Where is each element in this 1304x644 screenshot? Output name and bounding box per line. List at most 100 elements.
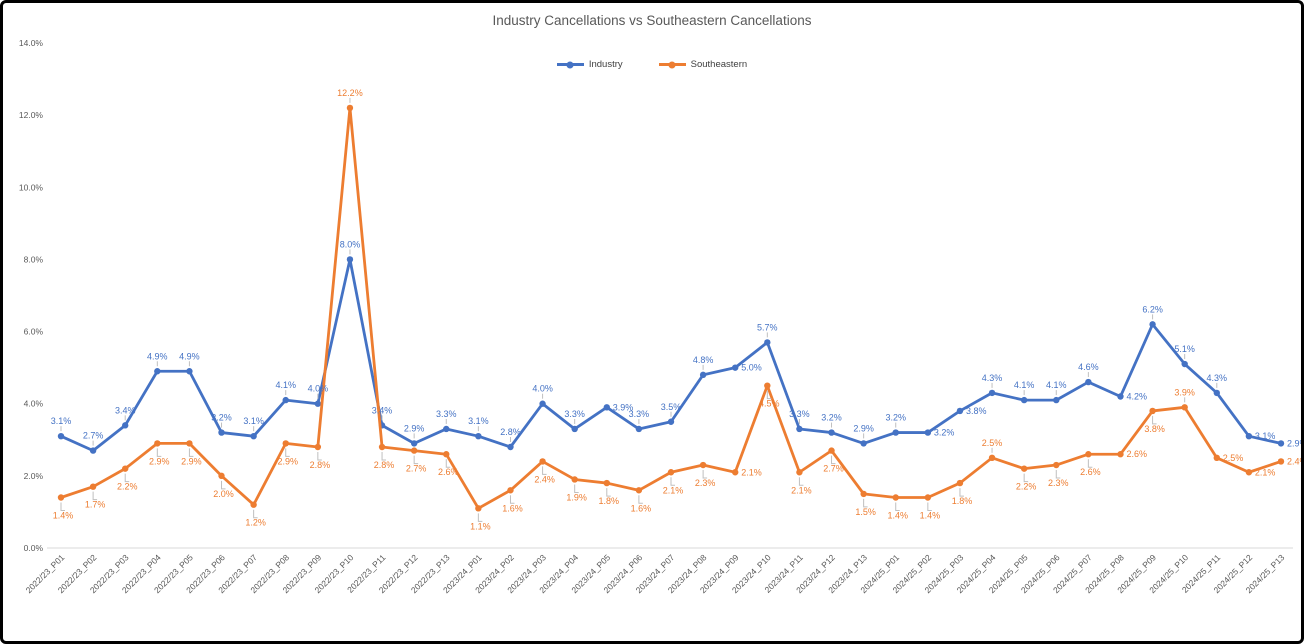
data-label: 2.9% (404, 423, 425, 433)
data-point (956, 407, 964, 415)
data-label: 2.9% (853, 423, 874, 433)
data-point (250, 432, 257, 440)
data-point (1149, 321, 1156, 328)
data-point (1020, 465, 1028, 472)
data-label: 1.4% (887, 511, 908, 521)
data-label: 1.8% (952, 496, 973, 506)
data-label: 3.1% (1255, 431, 1276, 441)
data-point (346, 104, 354, 112)
data-label: 4.0% (308, 384, 329, 394)
data-point (1277, 440, 1285, 447)
label-leader-line (253, 509, 258, 519)
label-leader-line (542, 466, 547, 475)
data-label: 2.6% (438, 467, 459, 477)
data-label: 2.7% (406, 464, 427, 474)
data-label: 2.5% (982, 438, 1003, 448)
y-axis-tick-label: 10.0% (19, 182, 44, 192)
data-point (571, 476, 578, 483)
data-label: 4.1% (1014, 380, 1035, 390)
data-point (89, 447, 97, 454)
data-label: 4.0% (532, 384, 553, 394)
data-point (860, 490, 867, 498)
label-leader-line (798, 477, 804, 486)
data-point (828, 447, 835, 454)
data-label: 2.6% (1126, 449, 1147, 459)
data-label: 12.2% (337, 88, 363, 98)
data-point (732, 364, 739, 371)
data-point (1117, 393, 1124, 400)
data-label: 3.1% (51, 416, 72, 426)
data-point (571, 425, 578, 433)
data-label: 5.7% (757, 322, 778, 332)
data-point (1020, 396, 1028, 404)
data-point (57, 432, 65, 440)
data-label: 4.3% (982, 373, 1003, 383)
data-label: 3.4% (115, 405, 136, 415)
data-point (635, 487, 643, 494)
data-point (314, 400, 322, 407)
line-chart-canvas: 0.0%2.0%4.0%6.0%8.0%10.0%12.0%14.0%2022/… (19, 38, 1301, 595)
data-label: 2.9% (277, 456, 298, 466)
label-leader-line (445, 459, 451, 468)
data-point (1245, 432, 1253, 440)
label-leader-line (124, 473, 130, 483)
data-point (603, 479, 610, 487)
data-point (154, 368, 161, 375)
data-point (1245, 469, 1253, 476)
data-point (796, 469, 803, 476)
data-point (282, 440, 289, 447)
data-point (378, 443, 386, 451)
data-label: 1.8% (599, 496, 620, 506)
data-label: 3.2% (885, 413, 906, 423)
data-label: 2.7% (823, 464, 844, 474)
data-label: 3.8% (1144, 424, 1165, 434)
data-point (1053, 396, 1060, 404)
data-point (89, 483, 97, 490)
data-label: 3.3% (564, 409, 585, 419)
data-label: 2.8% (374, 460, 395, 470)
data-label: 2.3% (1048, 478, 1069, 488)
y-axis-tick-label: 0.0% (24, 543, 44, 553)
data-label: 2.1% (663, 485, 684, 495)
data-point (988, 454, 996, 462)
data-point (1053, 461, 1060, 469)
chart-title: Industry Cancellations vs Southeastern C… (492, 13, 812, 28)
data-point (956, 479, 964, 487)
data-point (860, 440, 867, 447)
data-label: 2.4% (1287, 456, 1301, 466)
data-label: 1.4% (53, 511, 74, 521)
data-point (507, 487, 514, 494)
label-leader-line (509, 495, 515, 504)
data-label: 4.2% (1126, 392, 1147, 402)
y-axis-tick-label: 6.0% (24, 327, 44, 337)
data-label: 2.8% (500, 427, 521, 437)
data-label: 3.3% (789, 409, 810, 419)
label-leader-line (477, 513, 483, 522)
data-label: 3.2% (211, 413, 232, 423)
label-leader-line (221, 480, 226, 490)
data-point (122, 465, 129, 472)
data-label: 8.0% (340, 239, 361, 249)
data-label: 2.8% (310, 460, 331, 470)
data-point (410, 447, 418, 454)
data-point (186, 440, 193, 447)
data-point (154, 440, 161, 447)
data-point (314, 443, 322, 451)
data-label: 2.5% (1223, 453, 1244, 463)
data-label: 2.1% (791, 485, 812, 495)
series-line-southeastern (60, 106, 1282, 510)
data-label: 4.1% (1046, 380, 1067, 390)
label-leader-line (574, 484, 579, 493)
data-label: 3.4% (372, 405, 393, 415)
label-leader-line (156, 448, 162, 457)
data-point (892, 494, 899, 501)
data-label: 6.2% (1142, 304, 1163, 314)
data-point (539, 458, 546, 465)
data-point (796, 425, 803, 433)
data-point (250, 501, 257, 508)
label-leader-line (1023, 473, 1029, 483)
data-label: 1.5% (855, 507, 876, 517)
data-label: 3.1% (243, 416, 264, 426)
label-leader-line (606, 488, 611, 497)
label-leader-line (92, 491, 98, 501)
